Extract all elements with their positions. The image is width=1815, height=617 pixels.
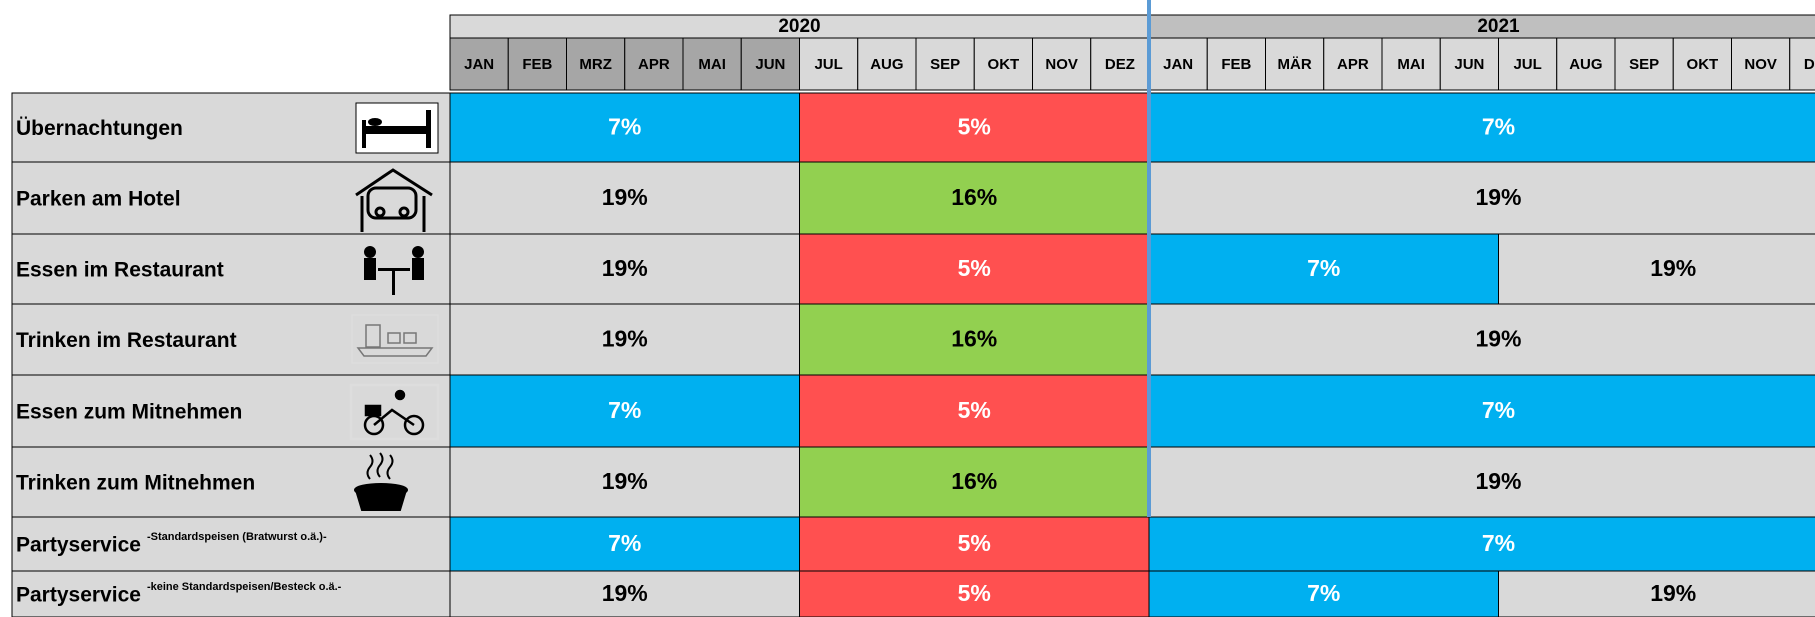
rate-label: 16% [951, 468, 997, 494]
rate-label: 19% [1650, 255, 1696, 281]
rate-label: 16% [951, 184, 997, 210]
rate-label: 7% [608, 114, 641, 140]
row-label: Essen im Restaurant [16, 259, 224, 282]
month-label: JUL [1513, 56, 1541, 73]
month-label: MÄR [1278, 56, 1312, 73]
month-label: SEP [1629, 56, 1659, 73]
month-label: APR [638, 56, 670, 73]
year-label: 2021 [1477, 16, 1520, 37]
rate-label: 5% [958, 255, 991, 281]
rate-label: 19% [602, 580, 648, 606]
row-label: Essen zum Mitnehmen [16, 401, 242, 424]
rate-label: 19% [1650, 580, 1696, 606]
month-label: OKT [1687, 56, 1719, 73]
rate-label: 19% [602, 468, 648, 494]
month-label: MAI [698, 56, 726, 73]
month-label: JUN [1454, 56, 1484, 73]
month-label: FEB [522, 56, 552, 73]
month-label: DEZ [1804, 56, 1815, 73]
rate-label: 5% [958, 114, 991, 140]
rate-label: 7% [1307, 580, 1340, 606]
rate-label: 19% [1475, 326, 1521, 352]
row-label: Trinken zum Mitnehmen [16, 472, 255, 495]
month-label: OKT [988, 56, 1020, 73]
rate-label: 7% [1307, 255, 1340, 281]
rate-label: 19% [1475, 184, 1521, 210]
month-label: AUG [1569, 56, 1602, 73]
bed-icon [356, 103, 438, 153]
row-label: Trinken im Restaurant [16, 329, 237, 352]
rate-label: 5% [958, 530, 991, 556]
rate-label: 7% [1482, 397, 1515, 423]
month-label: MAI [1397, 56, 1425, 73]
row-label: Übernachtungen [16, 117, 183, 140]
month-label: JAN [1163, 56, 1193, 73]
rate-label: 19% [602, 326, 648, 352]
rate-label: 19% [602, 184, 648, 210]
row-note: -Standardspeisen (Bratwurst o.ä.)- [147, 531, 327, 543]
rate-label: 19% [602, 255, 648, 281]
month-label: NOV [1744, 56, 1777, 73]
rate-label: 7% [1482, 530, 1515, 556]
row-note: -keine Standardspeisen/Besteck o.ä.- [147, 581, 342, 593]
row-label: Parken am Hotel [16, 188, 181, 211]
month-label: NOV [1045, 56, 1078, 73]
row-label: Partyservice [16, 534, 141, 557]
month-label: MRZ [579, 56, 612, 73]
rate-table: 2020 2021 JAN FEB MRZ APR MAI JUN JUL AUG SEP OKT NO… [0, 0, 1815, 617]
month-label: JUN [755, 56, 785, 73]
month-label: FEB [1221, 56, 1251, 73]
month-label: SEP [930, 56, 960, 73]
rate-label: 16% [951, 326, 997, 352]
rate-label: 7% [608, 530, 641, 556]
rate-label: 7% [1482, 114, 1515, 140]
rate-label: 7% [608, 397, 641, 423]
rate-label: 19% [1475, 468, 1521, 494]
month-label: JAN [464, 56, 494, 73]
year-label: 2020 [778, 16, 820, 37]
month-label: JUL [814, 56, 842, 73]
rate-label: 5% [958, 580, 991, 606]
rate-label: 5% [958, 397, 991, 423]
month-label: DEZ [1105, 56, 1135, 73]
month-label: APR [1337, 56, 1369, 73]
month-label: AUG [870, 56, 903, 73]
row-label: Partyservice [16, 584, 141, 607]
